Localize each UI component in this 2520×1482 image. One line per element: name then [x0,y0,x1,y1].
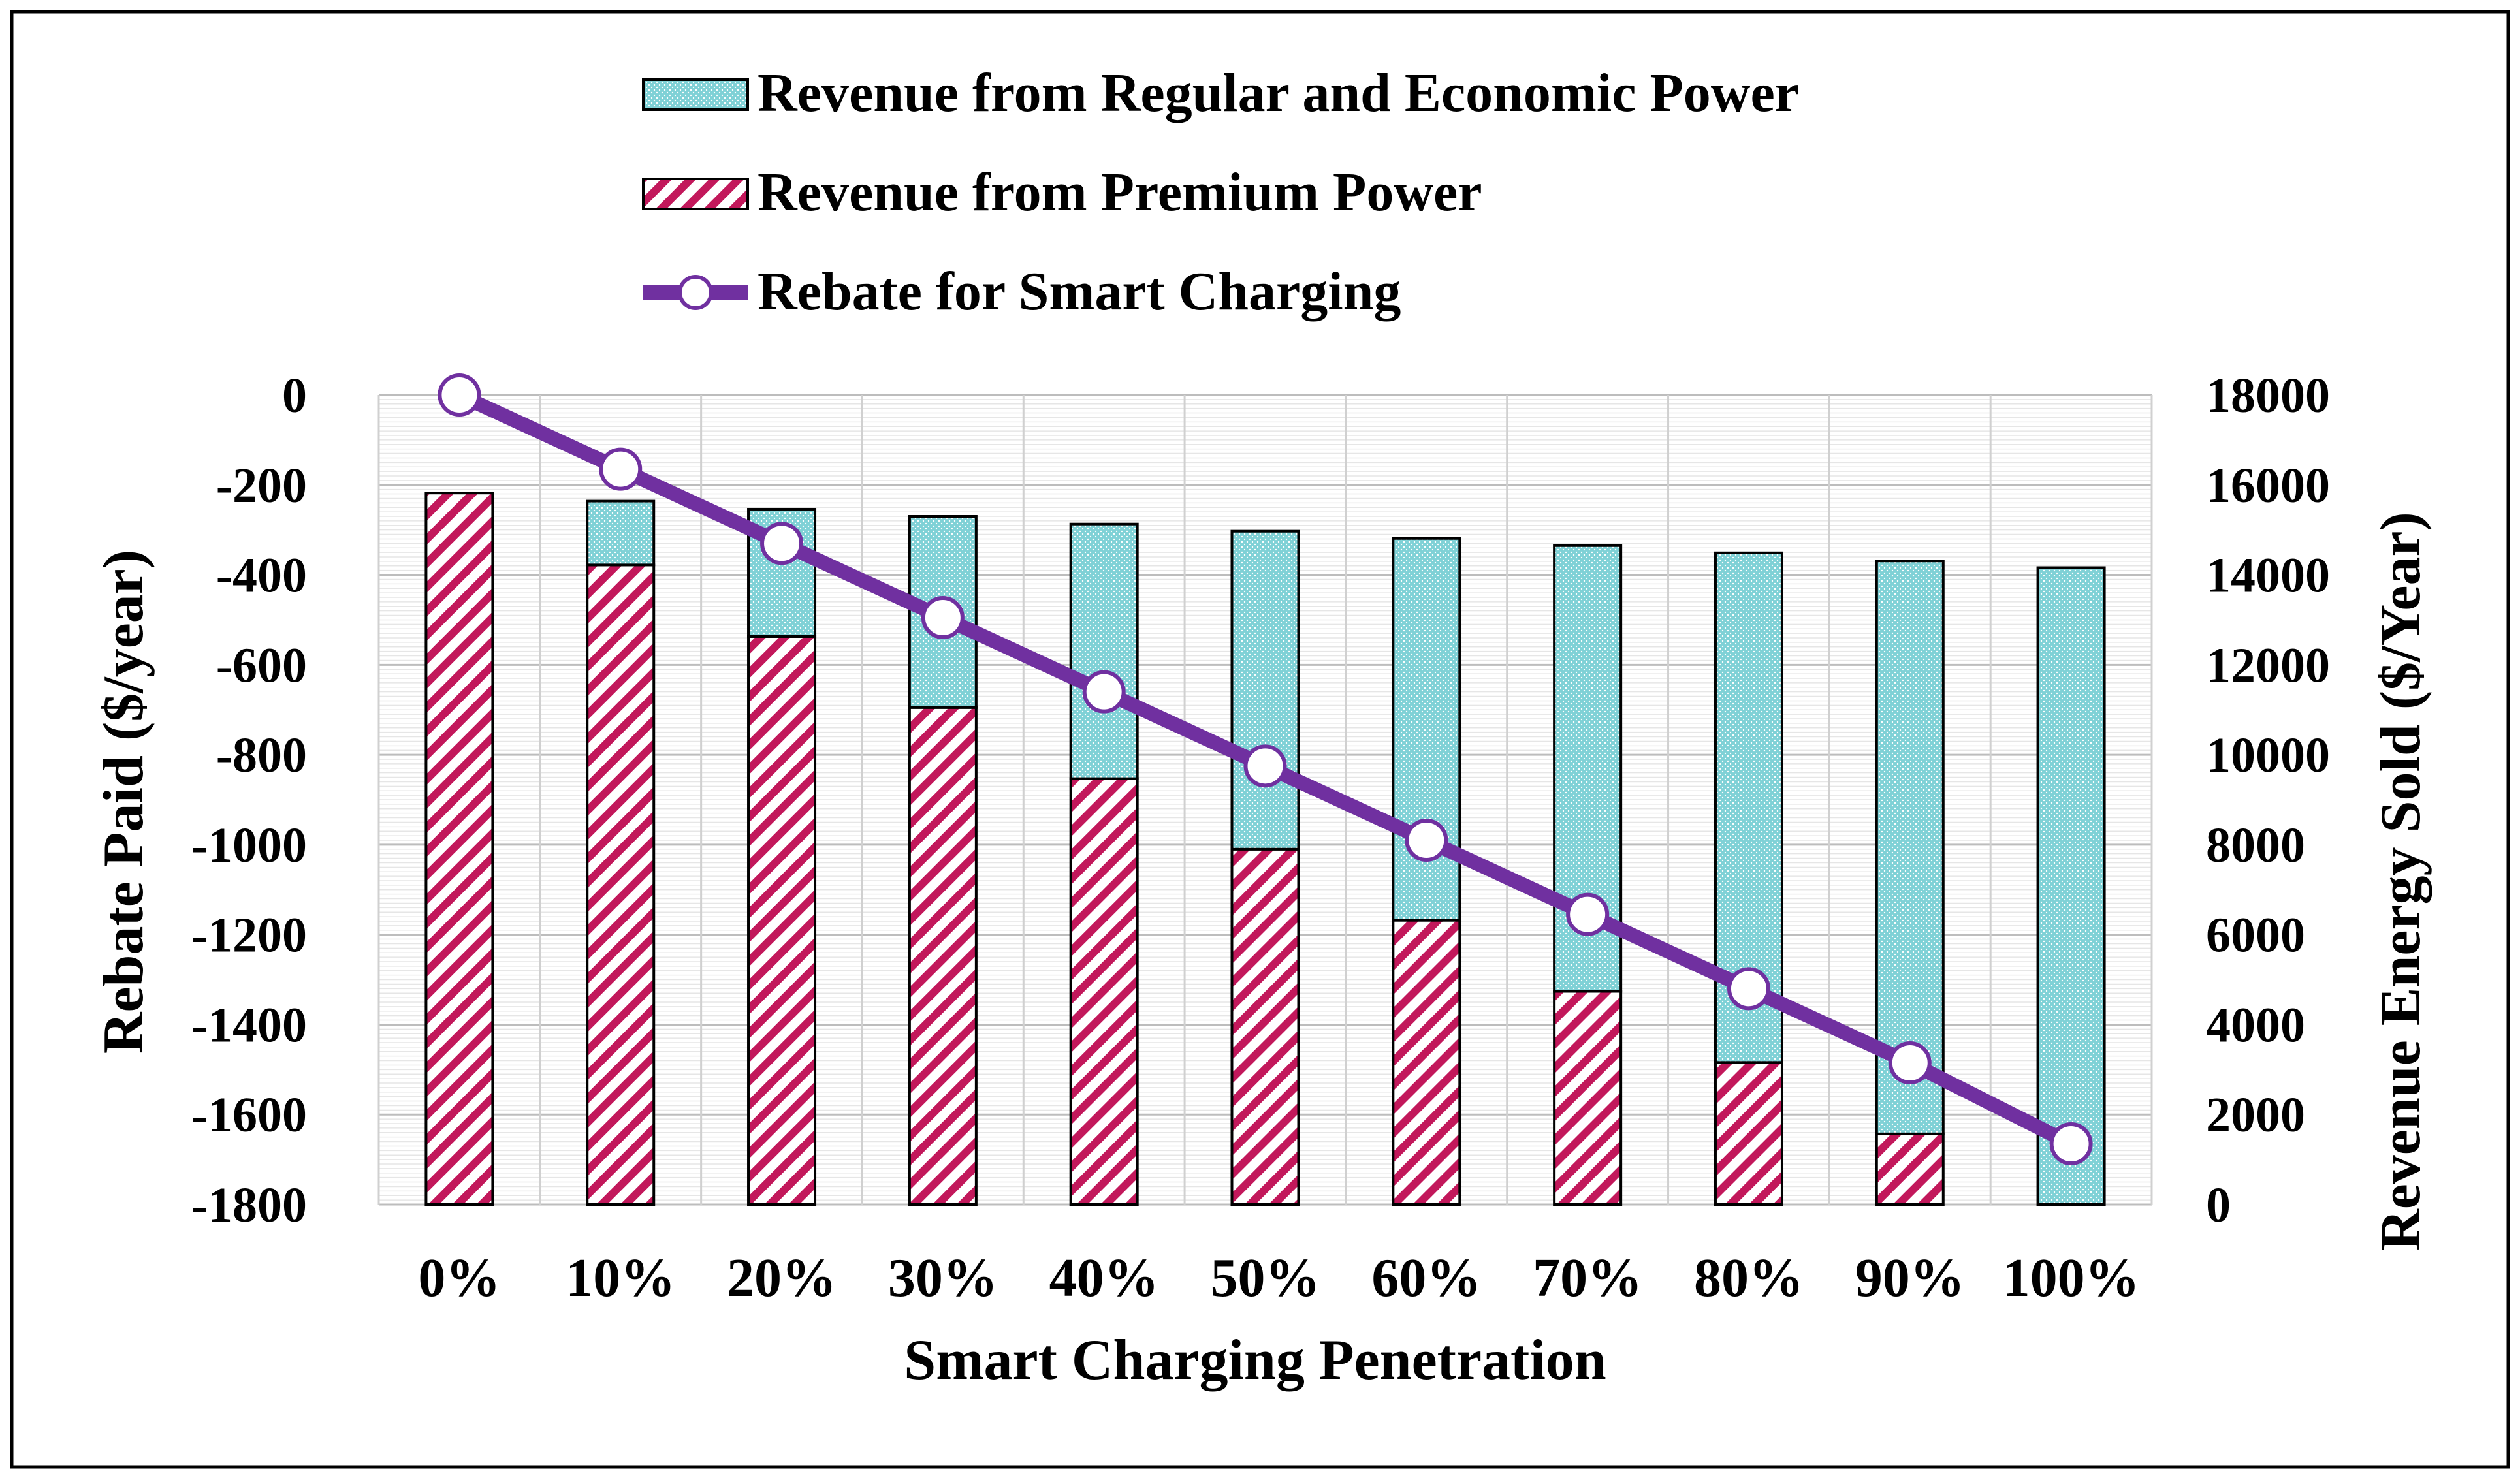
rebate-point-9 [1888,1041,1932,1084]
bar-premium-4 [1069,777,1139,1206]
rebate-point-10 [2049,1122,2093,1165]
bar-regular-5 [1230,529,1300,851]
right-tick-label: 12000 [2206,638,2330,693]
x-axis-label: Smart Charging Penetration [904,1329,1606,1392]
x-tick-label: 80% [1694,1248,1804,1308]
right-tick-label: 8000 [2206,818,2305,873]
x-axis-ticks: 0% 10% 20% 30% 40% 50% 60% 70% 80% 90% 100% [418,1248,2139,1308]
rebate-point-1 [599,447,643,491]
x-tick-label: 100% [2003,1248,2140,1308]
left-axis-ticks: 0 -200 -400 -600 -800 -1000 -1200 -1400 -1600 -18… [191,368,307,1233]
left-tick-label: 0 [282,368,307,423]
x-tick-label: 30% [888,1248,998,1308]
rebate-point-6 [1405,819,1448,862]
bar-regular-9 [1875,560,1945,1135]
rebate-points [438,373,2093,1165]
bar-premium-5 [1230,847,1300,1206]
bar-premium-9 [1875,1132,1945,1206]
bar-regular-10 [2036,566,2106,1206]
rebate-point-8 [1727,967,1770,1011]
bar-premium-8 [1714,1061,1783,1206]
right-tick-label: 16000 [2206,458,2330,513]
right-tick-label: 2000 [2206,1088,2305,1143]
bar-premium-0 [424,492,494,1206]
rebate-point-4 [1082,670,1126,714]
legend-swatch-rebate-marker [678,275,713,310]
right-tick-label: 6000 [2206,908,2305,963]
bar-regular-1 [586,499,656,567]
legend-swatch-regular [642,78,749,111]
bar-premium-2 [747,635,817,1206]
left-tick-label: -400 [216,548,307,603]
legend-label-premium: Revenue from Premium Power [758,162,1482,223]
rebate-point-0 [438,373,481,417]
right-axis-ticks: 18000 16000 14000 12000 10000 8000 6000 4000 200… [2206,368,2330,1233]
left-tick-label: -1400 [191,998,307,1052]
x-tick-label: 60% [1371,1248,1481,1308]
right-axis-label: Revenue Energy Sold ($/Year) [2369,512,2432,1251]
right-tick-label: 18000 [2206,368,2330,423]
rebate-point-3 [921,596,965,639]
left-tick-label: -1000 [191,818,307,873]
left-tick-label: -1600 [191,1088,307,1143]
x-tick-label: 40% [1049,1248,1159,1308]
rebate-point-7 [1566,892,1610,936]
left-tick-label: -200 [216,458,307,513]
x-tick-label: 70% [1533,1248,1642,1308]
legend-label-regular: Revenue from Regular and Economic Power [758,63,1799,123]
left-axis-label: Rebate Paid ($/year) [92,550,155,1054]
left-tick-label: -1200 [191,908,307,963]
x-tick-label: 0% [418,1248,500,1308]
legend-label-rebate: Rebate for Smart Charging [758,261,1401,322]
left-tick-label: -1800 [191,1178,307,1233]
legend-swatch-premium [642,178,749,210]
rebate-point-2 [760,522,804,565]
rebate-point-5 [1243,744,1287,788]
x-tick-label: 10% [566,1248,675,1308]
bar-premium-7 [1553,990,1623,1206]
bar-premium-1 [586,563,656,1206]
right-tick-label: 0 [2206,1178,2231,1233]
bar-premium-6 [1392,919,1461,1206]
bar-regular-4 [1069,522,1139,780]
right-tick-label: 10000 [2206,728,2330,783]
left-tick-label: -600 [216,638,307,693]
bar-premium-3 [908,706,978,1206]
right-tick-label: 14000 [2206,548,2330,603]
left-tick-label: -800 [216,728,307,783]
bar-regular-6 [1392,537,1461,922]
x-tick-label: 20% [727,1248,837,1308]
x-tick-label: 50% [1211,1248,1320,1308]
legend: Revenue from Regular and Economic Power … [642,63,1799,322]
right-tick-label: 4000 [2206,998,2305,1052]
x-tick-label: 90% [1855,1248,1965,1308]
